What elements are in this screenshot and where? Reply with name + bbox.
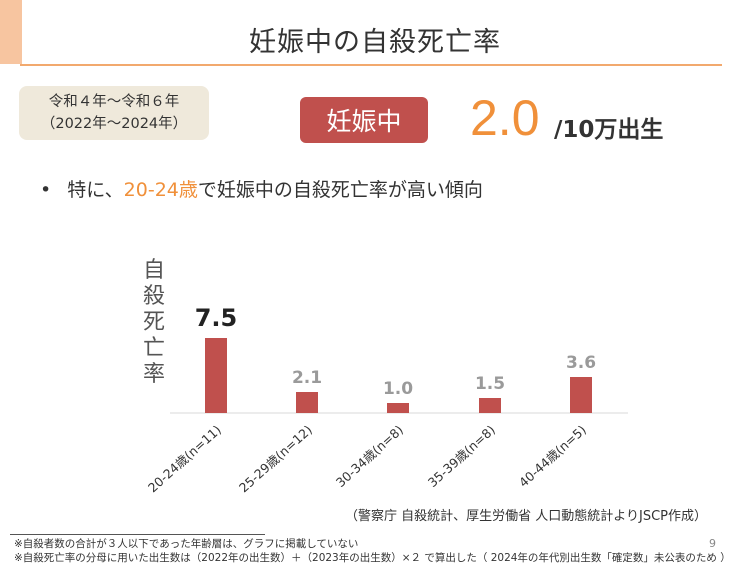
overall-rate-unit: /10万出生 xyxy=(554,117,664,143)
y-axis-label-char: 自 xyxy=(142,258,165,283)
y-axis-label: 自殺死亡率 xyxy=(140,258,168,388)
bar-1 xyxy=(296,392,318,413)
pregnancy-badge: 妊娠中 xyxy=(300,97,428,143)
data-label-2: 1.0 xyxy=(383,379,413,399)
bar-4 xyxy=(570,377,592,413)
bar-0 xyxy=(205,338,227,413)
title-underline xyxy=(20,64,722,66)
y-axis-label-char: 殺 xyxy=(142,284,165,309)
finding-highlight: 20-24歳 xyxy=(123,179,198,201)
bar-2 xyxy=(387,403,409,413)
footnote-2: ※自殺死亡率の分母に用いた出生数は（2022年の出生数）＋（2023年の出生数）… xyxy=(14,552,731,564)
key-finding: • 特に、20-24歳で妊娠中の自殺死亡率が高い傾向 xyxy=(40,175,483,202)
data-label-0: 7.5 xyxy=(195,304,238,332)
bar-3 xyxy=(479,398,501,413)
footnote-1: ※自殺者数の合計が３人以下であった年齢層は、グラフに掲載していない xyxy=(14,538,359,550)
finding-text: で妊娠中の自殺死亡率が高い傾向 xyxy=(197,179,483,201)
bullet-dot: • xyxy=(40,179,52,201)
category-label-4: 40-44歳(n=5) xyxy=(516,422,589,490)
page-title: 妊娠中の自殺死亡率 xyxy=(249,27,501,58)
period-western: （2022年～2024年） xyxy=(40,116,188,132)
overall-rate-value: 2.0 xyxy=(470,90,540,146)
period-box: 令和４年～令和６年 （2022年～2024年） xyxy=(19,86,209,140)
y-axis-label-char: 亡 xyxy=(142,336,165,361)
data-label-1: 2.1 xyxy=(292,368,322,388)
period-reiwa: 令和４年～令和６年 xyxy=(48,94,180,110)
footnote-divider xyxy=(10,534,265,535)
page-number: 9 xyxy=(709,537,716,550)
category-label-1: 25-29歳(n=12) xyxy=(236,422,315,495)
category-label-2: 30-34歳(n=8) xyxy=(333,422,406,490)
finding-prefix: 特に、 xyxy=(67,179,124,201)
source-note: （警察庁 自殺統計、厚生労働省 人口動態統計よりJSCP作成） xyxy=(345,509,708,524)
y-axis-label-char: 死 xyxy=(142,310,165,335)
y-axis-label-char: 率 xyxy=(142,362,165,387)
title-accent-bar xyxy=(0,0,22,64)
data-label-3: 1.5 xyxy=(475,374,505,394)
category-label-0: 20-24歳(n=11) xyxy=(145,422,224,495)
footnotes: ※自殺者数の合計が３人以下であった年齢層は、グラフに掲載していない ※自殺死亡率… xyxy=(14,537,731,565)
data-label-4: 3.6 xyxy=(566,353,596,373)
category-label-3: 35-39歳(n=8) xyxy=(425,422,498,490)
